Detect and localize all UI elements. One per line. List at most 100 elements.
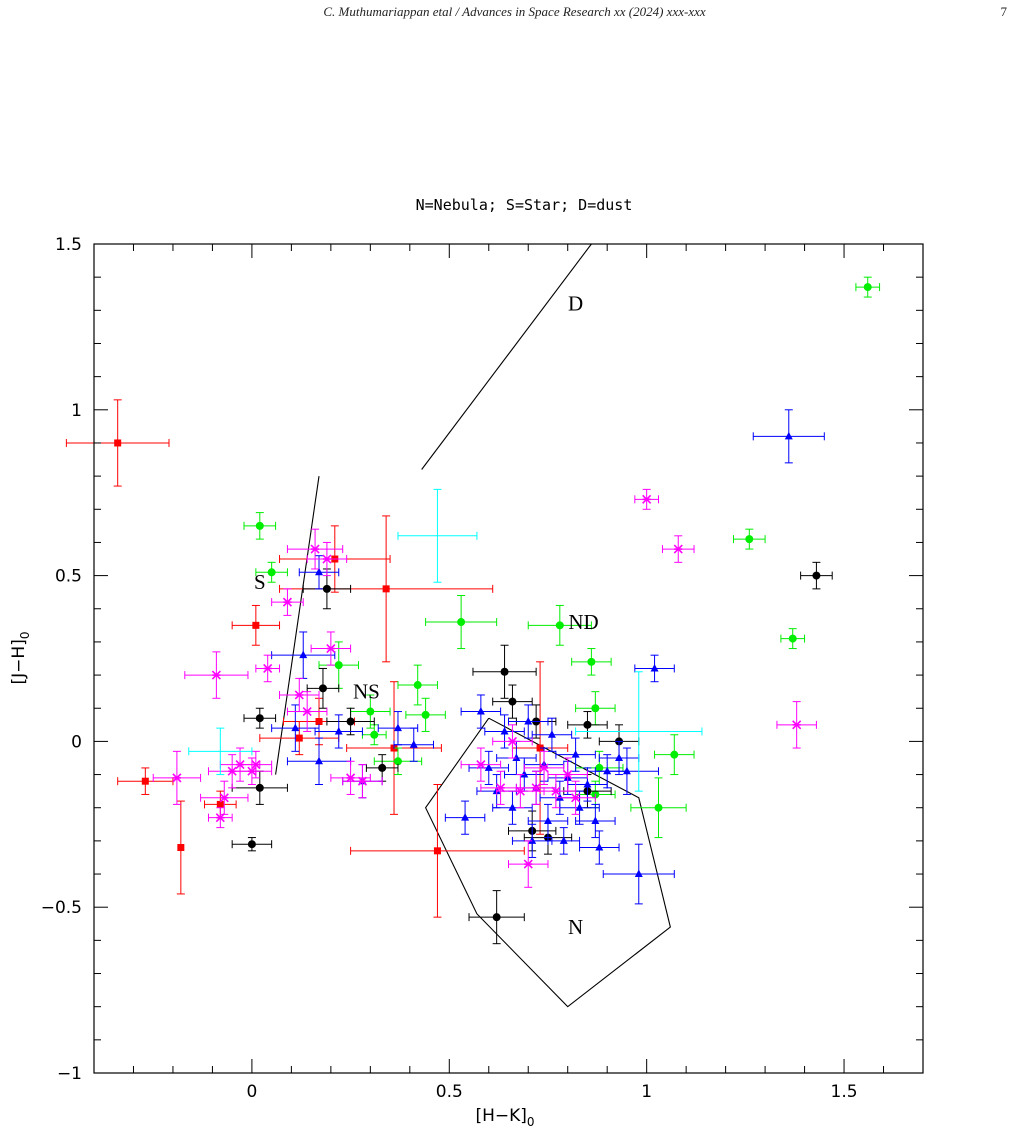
data-point [207, 807, 233, 829]
circle-marker [346, 717, 355, 726]
data-point [780, 628, 806, 650]
data-point [231, 757, 273, 786]
x-axis-label-main: [H−K] [475, 1106, 526, 1126]
series-square [65, 399, 569, 918]
circle-marker [745, 535, 754, 544]
data-point [231, 837, 273, 852]
data-point [472, 644, 537, 699]
data-point [579, 830, 620, 865]
circle-marker [583, 720, 592, 729]
square-marker [114, 439, 122, 447]
series-circle [243, 276, 881, 839]
data-point [468, 750, 509, 786]
circle-marker [378, 763, 387, 772]
page-number: 7 [1000, 4, 1008, 19]
running-title: C. Muthumariappan etal / Advances in Spa… [323, 4, 706, 19]
axis-ticks [93, 243, 924, 1074]
circle-marker [322, 584, 331, 593]
data-point [255, 561, 288, 583]
triangle-marker [595, 843, 604, 851]
page-header: C. Muthumariappan etal / Advances in Spa… [0, 4, 1029, 24]
series-circle [231, 561, 833, 945]
square-marker [216, 800, 224, 808]
circle-marker [500, 667, 509, 676]
region-label-n: N [568, 915, 583, 939]
triangle-marker [508, 803, 517, 811]
circle-marker [654, 803, 663, 812]
data-point [361, 724, 387, 746]
triangle-marker [500, 726, 509, 735]
chart-title: N=Nebula; S=Star; D=dust [416, 196, 633, 214]
circle-marker [370, 730, 379, 739]
data-point [286, 691, 328, 732]
data-point [306, 541, 348, 577]
data-point [523, 750, 565, 786]
triangle-marker [634, 869, 643, 878]
data-point [152, 750, 202, 805]
region-label-ns: NS [353, 680, 380, 704]
data-point [630, 777, 687, 839]
triangle-marker [571, 750, 580, 758]
circle-marker [812, 571, 821, 580]
data-point [279, 677, 320, 713]
data-point [559, 790, 600, 825]
data-point [575, 803, 616, 839]
data-point [575, 691, 616, 726]
circle-marker [267, 568, 276, 577]
data-point [204, 790, 237, 819]
data-point [286, 528, 344, 570]
data-point [602, 843, 675, 905]
triangle-marker [555, 793, 564, 801]
y-axis-label: [J−H]0 [9, 632, 32, 685]
x-tick-labels: 0 0.5 1 1.5 [246, 1082, 857, 1102]
data-point [397, 488, 478, 583]
data-point [117, 767, 174, 795]
data-point [555, 737, 596, 772]
square-marker [295, 734, 303, 742]
y-tick-label: −1 [57, 1064, 82, 1084]
data-point [425, 594, 498, 650]
data-point [598, 740, 640, 776]
y-axis-label-subscript: 0 [18, 632, 32, 640]
data-point [535, 774, 577, 809]
triangle-marker [393, 723, 402, 732]
triangle-marker [512, 753, 521, 761]
data-point [330, 760, 371, 795]
circle-marker [508, 697, 517, 706]
circle-marker [334, 661, 343, 670]
triangle-marker [622, 766, 631, 775]
data-point [310, 631, 352, 666]
y-tick-label: 0.5 [55, 567, 82, 587]
triangle-marker [543, 816, 552, 824]
triangle-marker [291, 723, 300, 732]
data-point [306, 667, 340, 709]
y-axis-label-main: [J−H] [9, 639, 29, 684]
circle-marker [255, 783, 264, 792]
triangle-marker [603, 766, 612, 775]
data-point [200, 780, 249, 815]
circle-marker [366, 707, 375, 716]
data-point [342, 764, 383, 799]
data-point [492, 790, 533, 825]
triangle-marker [484, 763, 493, 771]
triangle-marker [315, 567, 324, 576]
circle-marker [255, 714, 264, 723]
circle-marker [591, 704, 600, 713]
series-star [152, 488, 817, 888]
data-point [393, 727, 434, 762]
circle-marker [788, 634, 797, 643]
triangle-marker [650, 663, 659, 672]
star-boundary-line [275, 476, 320, 775]
circle-marker [393, 757, 402, 766]
data-point [397, 664, 438, 706]
x-axis-label: [H−K]0 [475, 1106, 534, 1129]
y-tick-label: 1.5 [55, 235, 82, 255]
triangle-marker [520, 770, 529, 778]
region-labels: D S ND NS N [254, 292, 599, 939]
chart-marks [65, 243, 881, 1008]
square-marker [382, 585, 390, 593]
data-point [271, 588, 304, 616]
data-point [571, 648, 612, 676]
data-point [65, 399, 170, 487]
triangle-marker [547, 730, 556, 738]
